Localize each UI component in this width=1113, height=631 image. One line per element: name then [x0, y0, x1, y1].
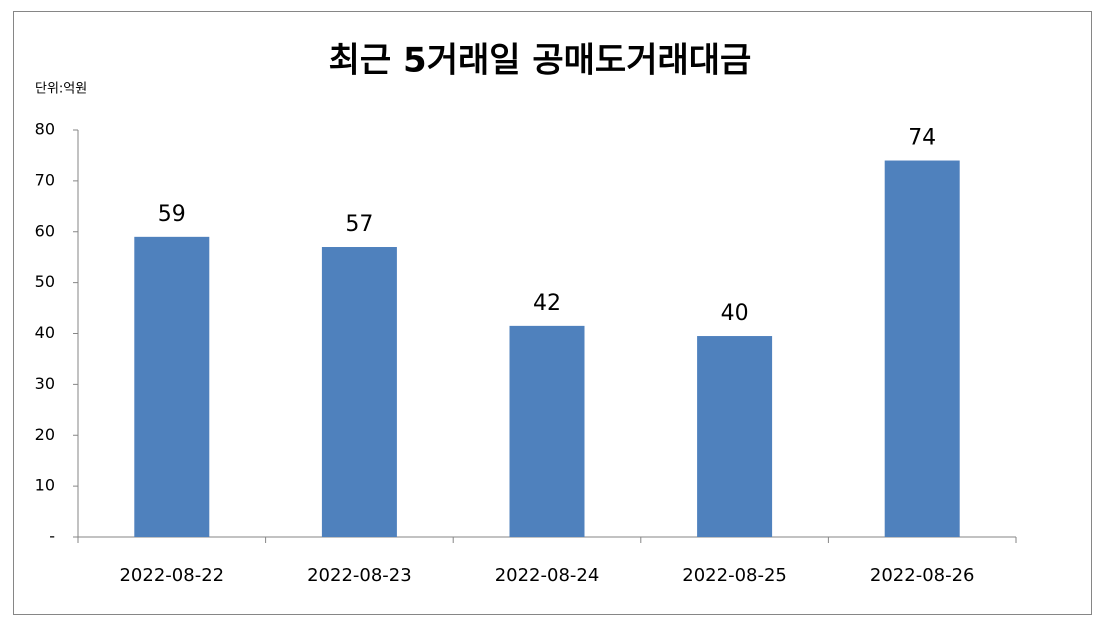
bar — [321, 247, 397, 537]
bar — [884, 160, 960, 537]
data-label: 74 — [908, 126, 936, 151]
data-label: 42 — [533, 291, 561, 316]
y-tick-label: 10 — [35, 476, 55, 495]
unit-label: 단위:억원 — [35, 82, 87, 97]
y-tick-label: 50 — [35, 272, 55, 291]
y-tick-label: 80 — [35, 120, 55, 139]
x-tick-label: 2022-08-25 — [682, 565, 787, 586]
data-label: 57 — [345, 212, 373, 237]
y-tick-label: 20 — [35, 425, 55, 444]
y-tick-label: 30 — [35, 374, 55, 393]
chart-title: 최근 5거래일 공매도거래대금 — [329, 41, 752, 81]
y-tick-label: 70 — [35, 170, 55, 189]
bar — [134, 236, 210, 537]
x-tick-label: 2022-08-26 — [870, 565, 975, 586]
data-label: 40 — [721, 301, 749, 326]
x-tick-label: 2022-08-23 — [307, 565, 412, 586]
bar — [509, 325, 585, 537]
y-tick-label: 40 — [35, 323, 55, 342]
data-label: 59 — [158, 202, 186, 227]
y-tick-label: - — [49, 527, 55, 546]
x-tick-label: 2022-08-24 — [495, 565, 600, 586]
bar — [697, 336, 773, 537]
x-tick-label: 2022-08-22 — [119, 565, 224, 586]
y-tick-label: 60 — [35, 221, 55, 240]
